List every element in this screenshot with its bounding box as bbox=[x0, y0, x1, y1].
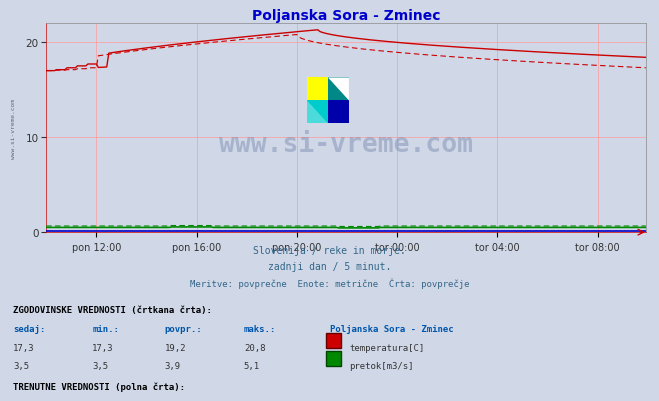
Text: min.:: min.: bbox=[92, 324, 119, 333]
Text: povpr.:: povpr.: bbox=[165, 324, 202, 333]
Text: www.si-vreme.com: www.si-vreme.com bbox=[219, 132, 473, 158]
Text: Slovenija / reke in morje.: Slovenija / reke in morje. bbox=[253, 245, 406, 255]
Text: Meritve: povprečne  Enote: metrične  Črta: povprečje: Meritve: povprečne Enote: metrične Črta:… bbox=[190, 277, 469, 288]
Text: 17,3: 17,3 bbox=[13, 343, 35, 352]
Bar bbox=[326, 334, 341, 348]
Text: 20,8: 20,8 bbox=[244, 343, 266, 352]
Text: 5,1: 5,1 bbox=[244, 361, 260, 370]
Text: 19,2: 19,2 bbox=[165, 343, 186, 352]
Text: 17,3: 17,3 bbox=[92, 343, 114, 352]
Text: sedaj:: sedaj: bbox=[13, 324, 45, 333]
Text: 3,5: 3,5 bbox=[92, 361, 108, 370]
Title: Poljanska Sora - Zminec: Poljanska Sora - Zminec bbox=[252, 9, 440, 23]
Text: 3,9: 3,9 bbox=[165, 361, 181, 370]
Text: zadnji dan / 5 minut.: zadnji dan / 5 minut. bbox=[268, 261, 391, 271]
Text: maks.:: maks.: bbox=[244, 324, 276, 333]
Text: 3,5: 3,5 bbox=[13, 361, 29, 370]
Bar bbox=[326, 351, 341, 366]
Text: Poljanska Sora - Zminec: Poljanska Sora - Zminec bbox=[330, 324, 453, 333]
Text: www.si-vreme.com: www.si-vreme.com bbox=[11, 98, 16, 158]
Text: pretok[m3/s]: pretok[m3/s] bbox=[349, 361, 414, 370]
Text: ZGODOVINSKE VREDNOSTI (črtkana črta):: ZGODOVINSKE VREDNOSTI (črtkana črta): bbox=[13, 305, 212, 314]
Text: TRENUTNE VREDNOSTI (polna črta):: TRENUTNE VREDNOSTI (polna črta): bbox=[13, 382, 185, 391]
Text: temperatura[C]: temperatura[C] bbox=[349, 343, 424, 352]
